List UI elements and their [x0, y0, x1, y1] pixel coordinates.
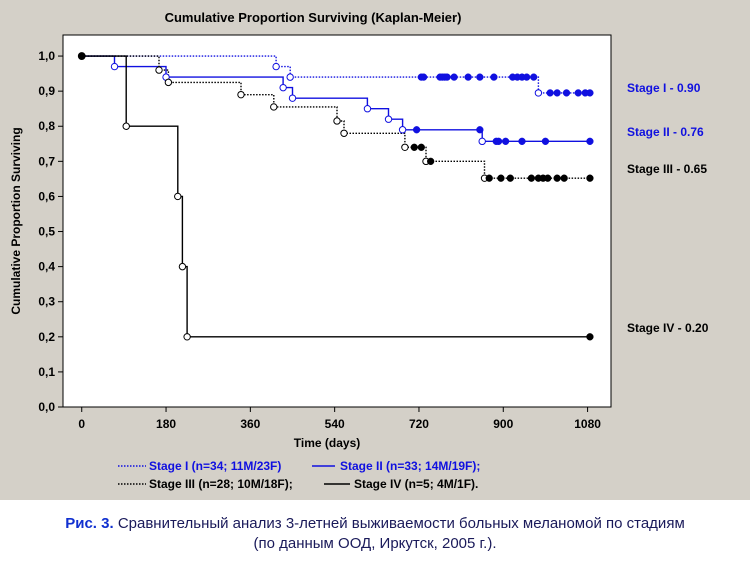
censored-point-stage-iii [427, 157, 435, 165]
end-label-stage-i: Stage I - 0.90 [627, 81, 701, 95]
y-axis: 0,0 0,1 0,2 0,3 0,4 0,5 0,6 0,7 0,8 0,9 1,0 [38, 49, 63, 414]
censored-point-stage-iii [497, 174, 505, 182]
event-point-stage-iv [183, 333, 191, 341]
event-point-stage-iii [333, 117, 341, 125]
start-point [77, 52, 86, 60]
censored-point-stage-i [476, 73, 484, 81]
legend: Stage I (n=34; 11M/23F) Stage II (n=33; … [118, 459, 480, 491]
x-axis: 0 180 360 540 720 900 1080 [78, 407, 601, 431]
legend-label-stage-iv: Stage IV (n=5; 4M/1F). [354, 477, 478, 491]
caption-line-2: (по данным ООД, Иркутск, 2005 г.). [253, 535, 497, 552]
event-point-stage-ii [384, 115, 393, 123]
censored-point-stage-i [586, 89, 594, 97]
censored-point-stage-i [490, 73, 498, 81]
km-chart: Cumulative Proportion Surviving (Kaplan-… [9, 10, 709, 491]
x-tick-label: 180 [156, 417, 176, 431]
event-point-stage-iii [155, 66, 163, 74]
chart-figure: Cumulative Proportion Surviving (Kaplan-… [0, 0, 750, 500]
censored-point-stage-i [443, 73, 451, 81]
censored-point-stage-iii [506, 174, 514, 182]
x-axis-label: Time (days) [294, 436, 360, 450]
event-point-stage-ii [279, 83, 287, 92]
censored-point-stage-i [523, 73, 531, 81]
censored-point-stage-iv [586, 333, 594, 341]
chart-title: Cumulative Proportion Surviving (Kaplan-… [165, 10, 462, 25]
y-tick-label: 0,9 [38, 84, 55, 98]
event-point-stage-iii [401, 143, 409, 152]
x-tick-label: 540 [325, 417, 345, 431]
censored-point-stage-iii [586, 174, 594, 182]
curve-stage-i [81, 55, 590, 94]
censored-point-stage-iii [410, 143, 418, 151]
end-label-stage-iv: Stage IV - 0.20 [627, 321, 709, 335]
censored-point-stage-i [546, 89, 554, 97]
censored-point-stage-ii [586, 137, 594, 145]
event-point-stage-iii [270, 103, 278, 111]
x-tick-label: 0 [78, 417, 85, 431]
x-tick-label: 900 [493, 417, 513, 431]
caption-text: Сравнительный анализ 3-летней выживаемос… [117, 515, 685, 532]
y-tick-label: 1,0 [38, 49, 55, 63]
event-point-stage-ii [110, 62, 119, 71]
event-point-stage-i [534, 89, 543, 97]
y-tick-label: 0,4 [38, 260, 55, 274]
censored-point-stage-iii [544, 174, 552, 182]
y-tick-label: 0,7 [38, 154, 55, 168]
y-tick-label: 0,1 [38, 365, 55, 379]
legend-label-stage-ii: Stage II (n=33; 14M/19F); [340, 459, 480, 473]
censored-point-stage-ii [518, 137, 526, 145]
event-point-stage-iv [174, 192, 182, 201]
event-point-stage-i [272, 62, 280, 71]
event-point-stage-ii [398, 126, 407, 134]
y-tick-label: 0,5 [38, 225, 55, 239]
censored-point-stage-i [574, 89, 582, 97]
event-point-stage-iv [122, 122, 130, 130]
plot-area [62, 34, 612, 408]
censored-point-stage-ii [501, 137, 510, 145]
caption-figure-label: Рис. 3. [65, 515, 114, 532]
censored-point-stage-i [450, 73, 458, 81]
caption-line-1: Рис. 3. Сравнительный анализ 3-летней вы… [0, 514, 750, 534]
censored-point-stage-iii [417, 143, 425, 151]
x-tick-label: 1080 [574, 417, 601, 431]
censored-point-stage-i [530, 73, 538, 81]
y-tick-label: 0,0 [38, 400, 55, 414]
y-tick-label: 0,8 [38, 119, 55, 133]
end-label-stage-ii: Stage II - 0.76 [627, 125, 704, 139]
censored-point-stage-ii [541, 137, 550, 145]
y-tick-label: 0,2 [38, 330, 55, 344]
censored-point-stage-iii [560, 174, 568, 182]
figure-caption: Рис. 3. Сравнительный анализ 3-летней вы… [0, 514, 750, 554]
x-tick-label: 720 [409, 417, 429, 431]
x-tick-label: 360 [240, 417, 260, 431]
curve-markers [77, 52, 594, 341]
censored-point-stage-i [419, 73, 428, 81]
censored-point-stage-ii [476, 126, 484, 134]
y-tick-label: 0,6 [38, 189, 55, 203]
legend-label-stage-iii: Stage III (n=28; 10M/18F); [149, 477, 293, 491]
end-label-stage-iii: Stage III - 0.65 [627, 162, 707, 176]
censored-point-stage-i [562, 89, 571, 97]
censored-point-stage-iii [527, 174, 536, 182]
censored-point-stage-ii [494, 137, 503, 145]
y-axis-label: Cumulative Proportion Surviving [9, 127, 23, 314]
censored-point-stage-iii [485, 174, 493, 182]
event-point-stage-ii [478, 137, 486, 146]
event-point-stage-ii [363, 104, 372, 113]
event-point-stage-i [286, 73, 294, 81]
y-tick-label: 0,3 [38, 295, 55, 309]
censored-point-stage-ii [412, 126, 421, 134]
legend-label-stage-i: Stage I (n=34; 11M/23F) [149, 459, 281, 473]
event-point-stage-iv [178, 262, 187, 271]
event-point-stage-iii [164, 78, 173, 87]
event-point-stage-iii [237, 90, 245, 99]
event-point-stage-ii [288, 94, 297, 102]
censored-point-stage-iii [553, 174, 561, 182]
censored-point-stage-i [464, 73, 472, 81]
event-point-stage-iii [340, 129, 348, 137]
censored-point-stage-i [553, 89, 561, 97]
